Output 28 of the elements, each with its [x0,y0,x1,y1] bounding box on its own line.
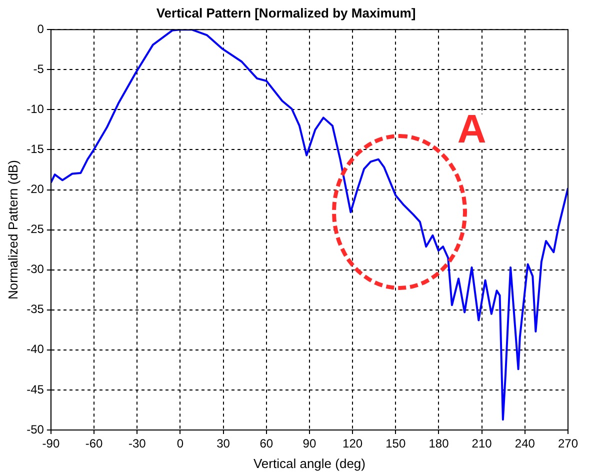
x-tick-label: -60 [85,436,104,451]
x-tick-label: 0 [176,436,184,451]
y-tick-label: 0 [37,22,44,36]
y-tick-label: -10 [26,102,44,116]
x-axis-title: Vertical angle (deg) [253,456,366,471]
y-tick-label: -35 [26,302,44,316]
y-axis-title: Normalized Pattern (dB) [5,160,20,300]
x-tick-label: -30 [128,436,146,451]
y-tick-label: -45 [26,382,44,396]
x-tick-label: 270 [558,436,578,451]
annotation: A [457,107,486,152]
x-tick-label: -90 [42,436,60,451]
x-tick-label: 150 [386,436,406,451]
x-tick-label: 60 [260,436,274,451]
y-tick-label: -50 [26,422,44,436]
y-tick-label: -5 [33,62,44,76]
y-tick-label: -30 [26,262,44,276]
x-tick-label: 210 [472,436,492,451]
x-tick-label: 90 [302,436,316,451]
y-tick-label: -20 [26,182,44,196]
x-tick-label: 240 [514,436,536,451]
y-tick-label: -40 [26,342,44,356]
x-tick-label: 120 [342,436,363,451]
y-tick-label: -15 [26,142,44,156]
x-tick-label: 180 [428,436,450,451]
x-tick-label: 30 [216,436,230,451]
chart-title: Vertical Pattern [Normalized by Maximum] [156,5,416,20]
y-tick-label: -25 [26,222,44,236]
